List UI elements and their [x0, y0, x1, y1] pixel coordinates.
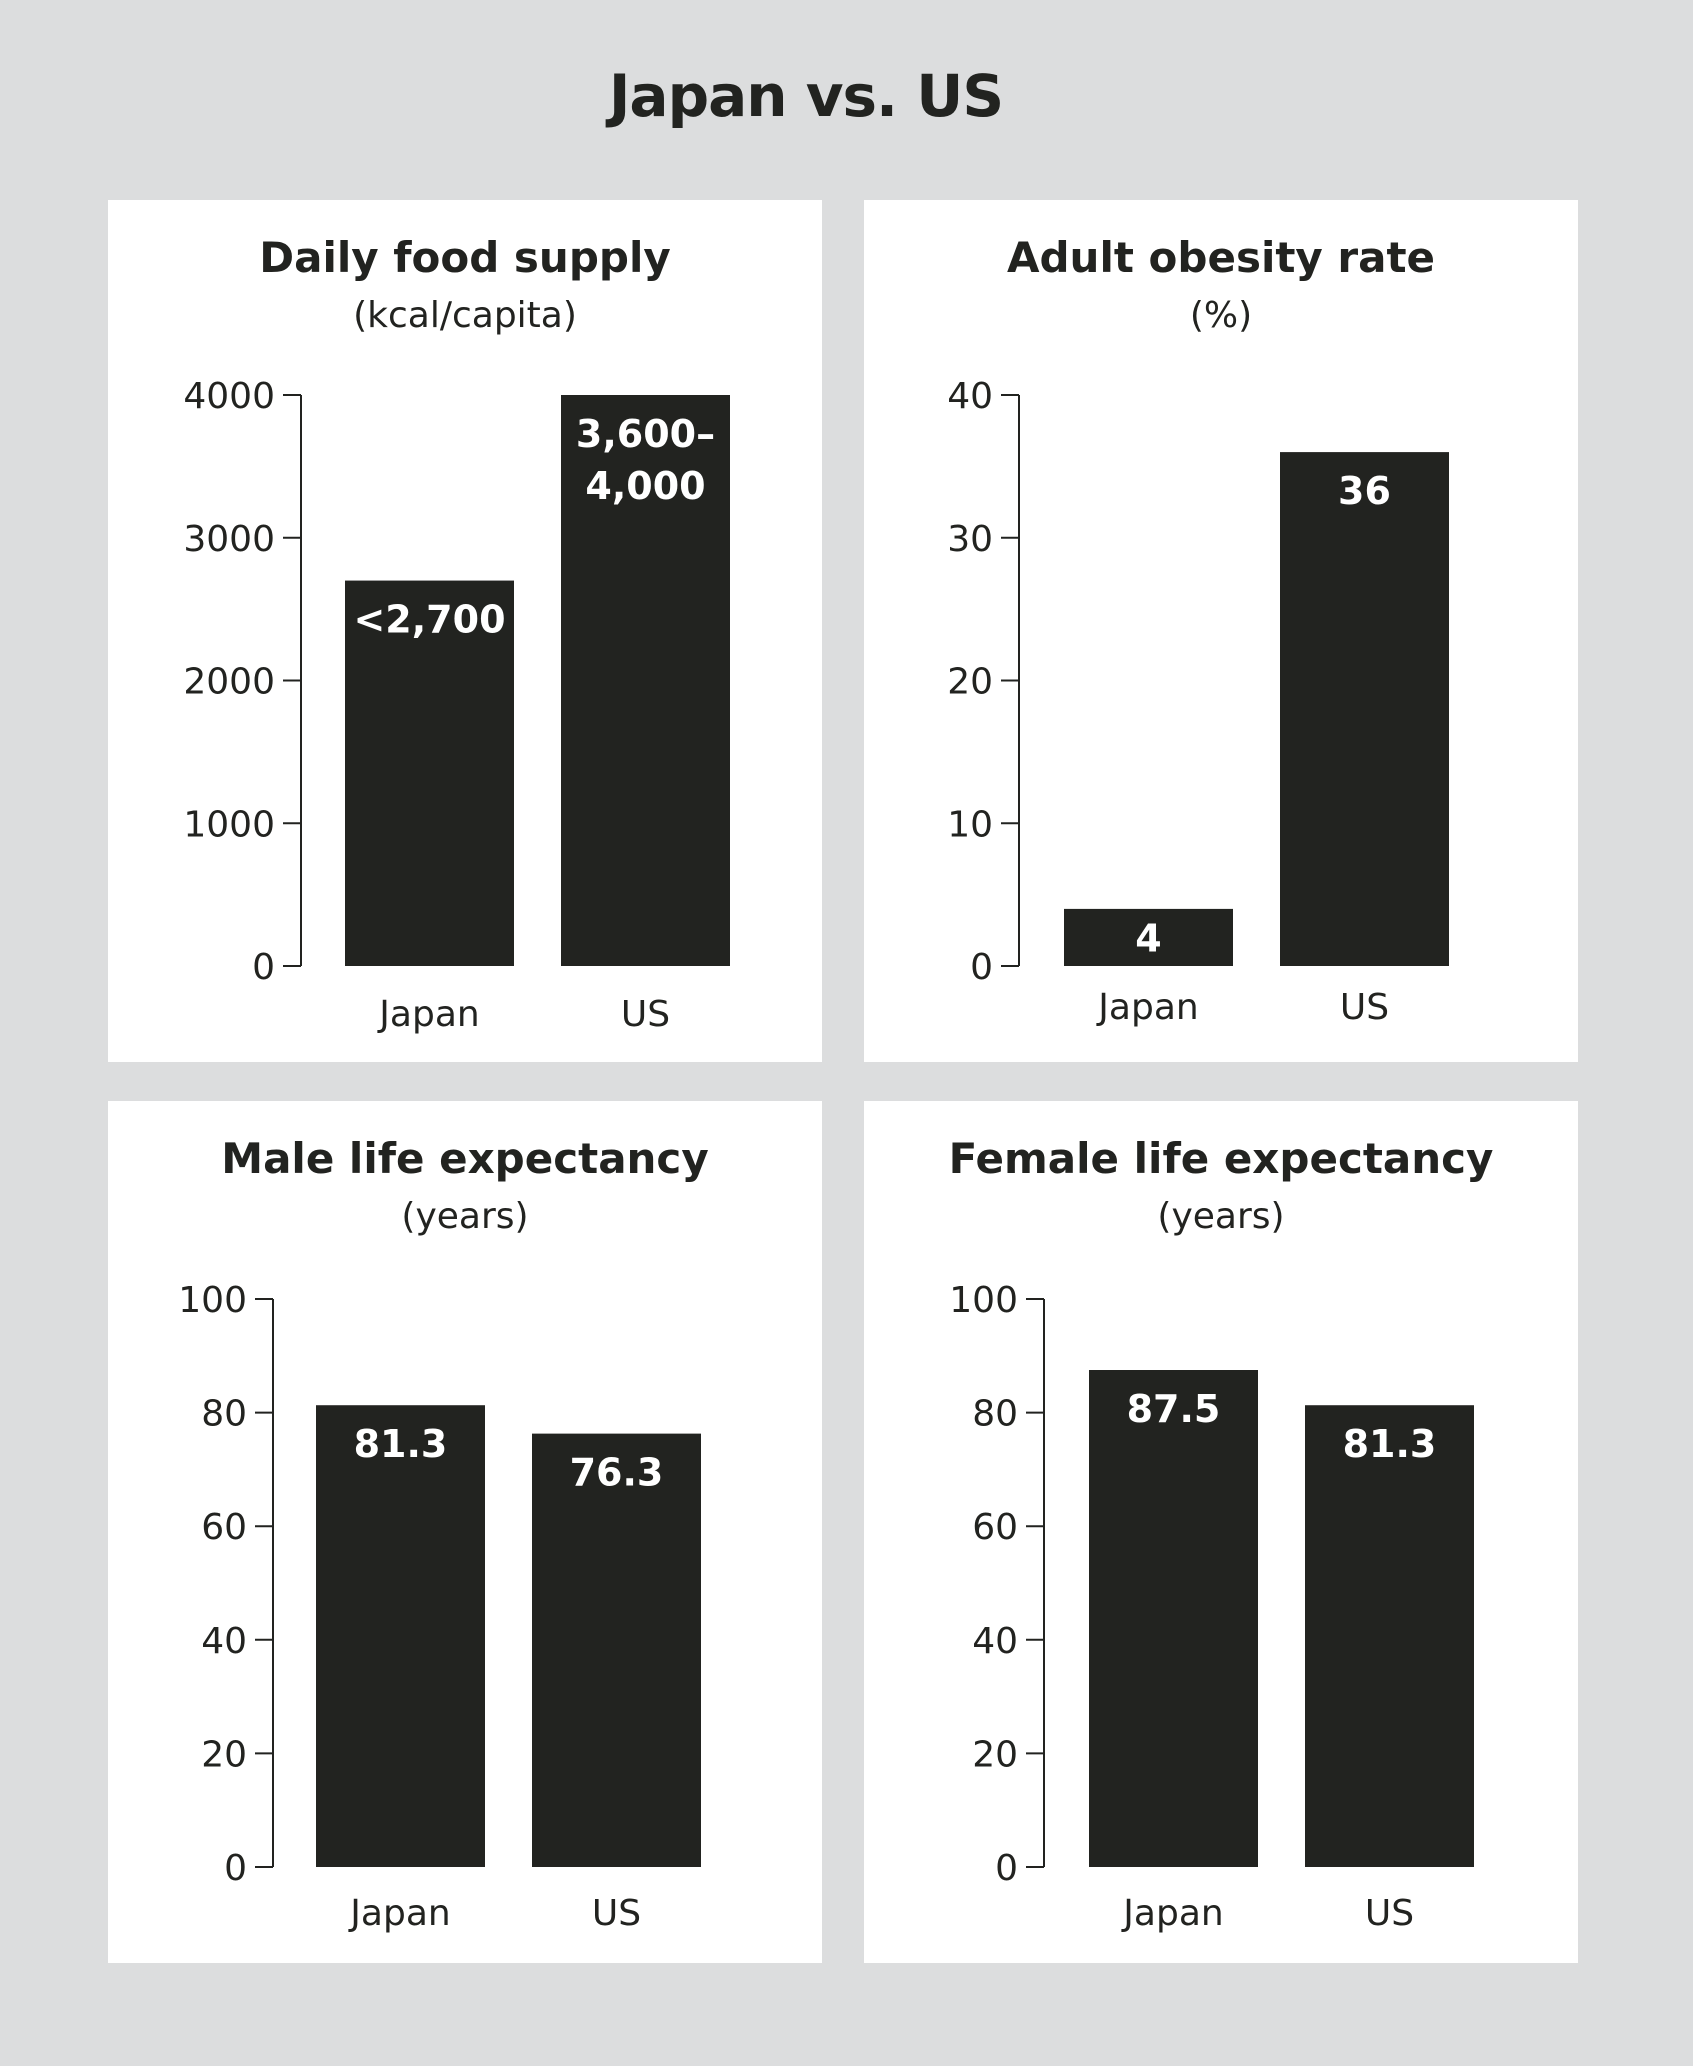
y-tick-label: 20	[972, 1734, 1018, 1775]
bar-chart: Female life expectancy (years) 0 20 40 60 80 10…	[949, 1134, 1494, 1934]
x-category-label: US	[621, 994, 670, 1035]
y-tick-label: 40	[972, 1621, 1018, 1662]
bar-value-label: 3,600– 4,000	[576, 412, 715, 508]
bar-japan	[345, 580, 514, 966]
y-tick-label: 2000	[183, 662, 275, 703]
bar-japan	[1089, 1370, 1258, 1867]
y-tick-label: 40	[947, 376, 993, 417]
y-tick-label: 80	[972, 1394, 1018, 1435]
y-tick-label: 40	[201, 1621, 247, 1662]
bar-us	[1305, 1405, 1474, 1867]
bar-value-label: 36	[1338, 469, 1391, 513]
bar-chart: Adult obesity rate (%) 0 10 20 30 40 4 Japan 36 US	[947, 233, 1449, 1028]
y-tick-label: 100	[949, 1280, 1018, 1321]
chart-panel-adult-obesity-rate: Adult obesity rate (%) 0 10 20 30 40 4 Japan 36 US	[864, 200, 1578, 1062]
chart-panel-female-life-expectancy: Female life expectancy (years) 0 20 40 60 80 10…	[864, 1101, 1578, 1963]
x-category-label: Japan	[1121, 1893, 1223, 1934]
y-tick-label: 100	[178, 1280, 247, 1321]
bar-us	[1280, 452, 1449, 967]
y-tick-label: 4000	[183, 376, 275, 417]
x-category-label: US	[1340, 987, 1389, 1028]
y-tick-label: 60	[972, 1507, 1018, 1548]
bar-value-label: 81.3	[1343, 1422, 1437, 1466]
page-title: Japan vs. US	[608, 62, 1004, 130]
bar-value-label: 87.5	[1127, 1387, 1221, 1431]
y-tick-label: 0	[995, 1848, 1018, 1889]
bar-japan	[316, 1405, 485, 1867]
bar-value-label: 4	[1135, 916, 1161, 960]
y-tick-label: 10	[947, 804, 993, 845]
chart-panel-daily-food-supply: Daily food supply (kcal/capita) 0 1000 2000 3…	[108, 200, 822, 1062]
chart-subtitle: (years)	[401, 1196, 528, 1237]
y-tick-label: 0	[224, 1848, 247, 1889]
bar-chart: Daily food supply (kcal/capita) 0 1000 2000 3…	[183, 233, 730, 1035]
x-category-label: US	[1365, 1893, 1414, 1934]
y-tick-label: 60	[201, 1507, 247, 1548]
bar-chart: Male life expectancy (years) 0 20 40 60 80 100 8…	[178, 1134, 708, 1934]
bar-japan	[1064, 908, 1233, 966]
chart-title: Adult obesity rate	[1007, 233, 1435, 282]
x-category-label: Japan	[377, 994, 479, 1035]
x-category-label: Japan	[348, 1893, 450, 1934]
y-tick-label: 20	[947, 662, 993, 703]
y-tick-label: 3000	[183, 519, 275, 560]
x-category-label: US	[592, 1893, 641, 1934]
chart-title: Male life expectancy	[221, 1134, 708, 1183]
y-tick-label: 80	[201, 1394, 247, 1435]
y-tick-label: 0	[252, 947, 275, 988]
y-tick-label: 1000	[183, 804, 275, 845]
bar-us	[532, 1433, 701, 1867]
bar-value-label: 76.3	[570, 1451, 664, 1495]
chart-subtitle: (%)	[1190, 295, 1252, 336]
chart-title: Female life expectancy	[949, 1134, 1494, 1183]
bar-value-label: <2,700	[353, 598, 505, 642]
y-tick-label: 30	[947, 519, 993, 560]
x-category-label: Japan	[1096, 987, 1198, 1028]
chart-subtitle: (years)	[1157, 1196, 1284, 1237]
bar-value-label: 81.3	[354, 1422, 448, 1466]
bar-us	[561, 395, 730, 966]
chart-panel-male-life-expectancy: Male life expectancy (years) 0 20 40 60 80 100 8…	[108, 1101, 822, 1963]
chart-subtitle: (kcal/capita)	[353, 295, 577, 336]
chart-title: Daily food supply	[259, 233, 670, 282]
y-tick-label: 20	[201, 1734, 247, 1775]
y-tick-label: 0	[970, 947, 993, 988]
